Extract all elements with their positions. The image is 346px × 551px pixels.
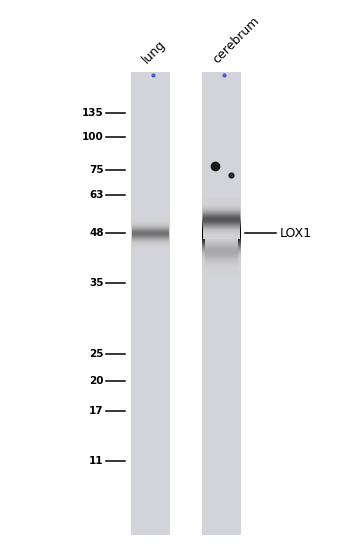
Text: 63: 63 <box>89 190 104 200</box>
Text: lung: lung <box>139 37 168 66</box>
Text: 35: 35 <box>89 278 104 288</box>
Text: 100: 100 <box>82 132 104 142</box>
Text: LOX1: LOX1 <box>279 226 311 240</box>
Text: 20: 20 <box>89 376 104 386</box>
Text: 25: 25 <box>89 349 104 359</box>
Text: 17: 17 <box>89 406 104 417</box>
FancyBboxPatch shape <box>201 72 242 534</box>
Text: 11: 11 <box>89 456 104 466</box>
Text: 48: 48 <box>89 228 104 238</box>
Text: 135: 135 <box>82 107 104 118</box>
Text: 75: 75 <box>89 165 104 175</box>
FancyBboxPatch shape <box>131 72 170 534</box>
Text: cerebrum: cerebrum <box>210 14 262 66</box>
